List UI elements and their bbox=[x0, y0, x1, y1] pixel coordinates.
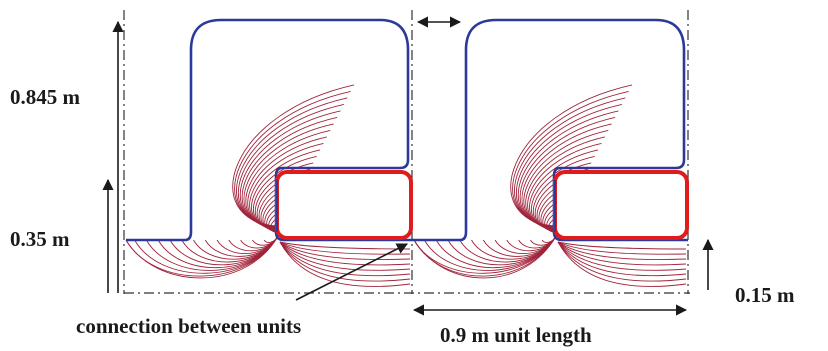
field-line bbox=[557, 241, 687, 255]
field-line bbox=[413, 235, 557, 279]
field-line bbox=[279, 241, 411, 260]
field-line bbox=[510, 84, 633, 227]
field-line bbox=[413, 235, 557, 274]
field-line bbox=[435, 235, 557, 269]
height-base-label: 0.35 m bbox=[10, 227, 70, 251]
field-line bbox=[557, 241, 687, 250]
height-total-label: 0.845 m bbox=[10, 85, 81, 109]
field-line bbox=[557, 241, 687, 271]
field-line bbox=[279, 241, 411, 250]
conductor-unit-1 bbox=[275, 170, 413, 240]
connection-label: connection between units bbox=[76, 314, 301, 338]
connection-pointer bbox=[295, 243, 408, 301]
field-line bbox=[279, 241, 411, 282]
field-line bbox=[279, 241, 411, 255]
field-line bbox=[557, 241, 687, 260]
field-line bbox=[279, 241, 411, 277]
field-line bbox=[157, 235, 279, 269]
field-line bbox=[557, 241, 687, 266]
field-line bbox=[557, 241, 687, 287]
field-line bbox=[423, 235, 557, 271]
field-line bbox=[279, 241, 411, 266]
height-offset-label: 0.15 m bbox=[735, 283, 795, 307]
field-line bbox=[279, 241, 411, 287]
field-line bbox=[557, 241, 687, 277]
field-line bbox=[232, 84, 355, 227]
dimension-arrows bbox=[102, 16, 714, 316]
field-line bbox=[134, 235, 279, 274]
guide-lines bbox=[123, 10, 690, 294]
unit-length-label: 0.9 m unit length bbox=[440, 323, 592, 347]
field-line bbox=[125, 235, 279, 279]
field-line bbox=[279, 241, 411, 271]
conductor-unit-2 bbox=[553, 170, 689, 240]
field-line bbox=[557, 241, 687, 282]
